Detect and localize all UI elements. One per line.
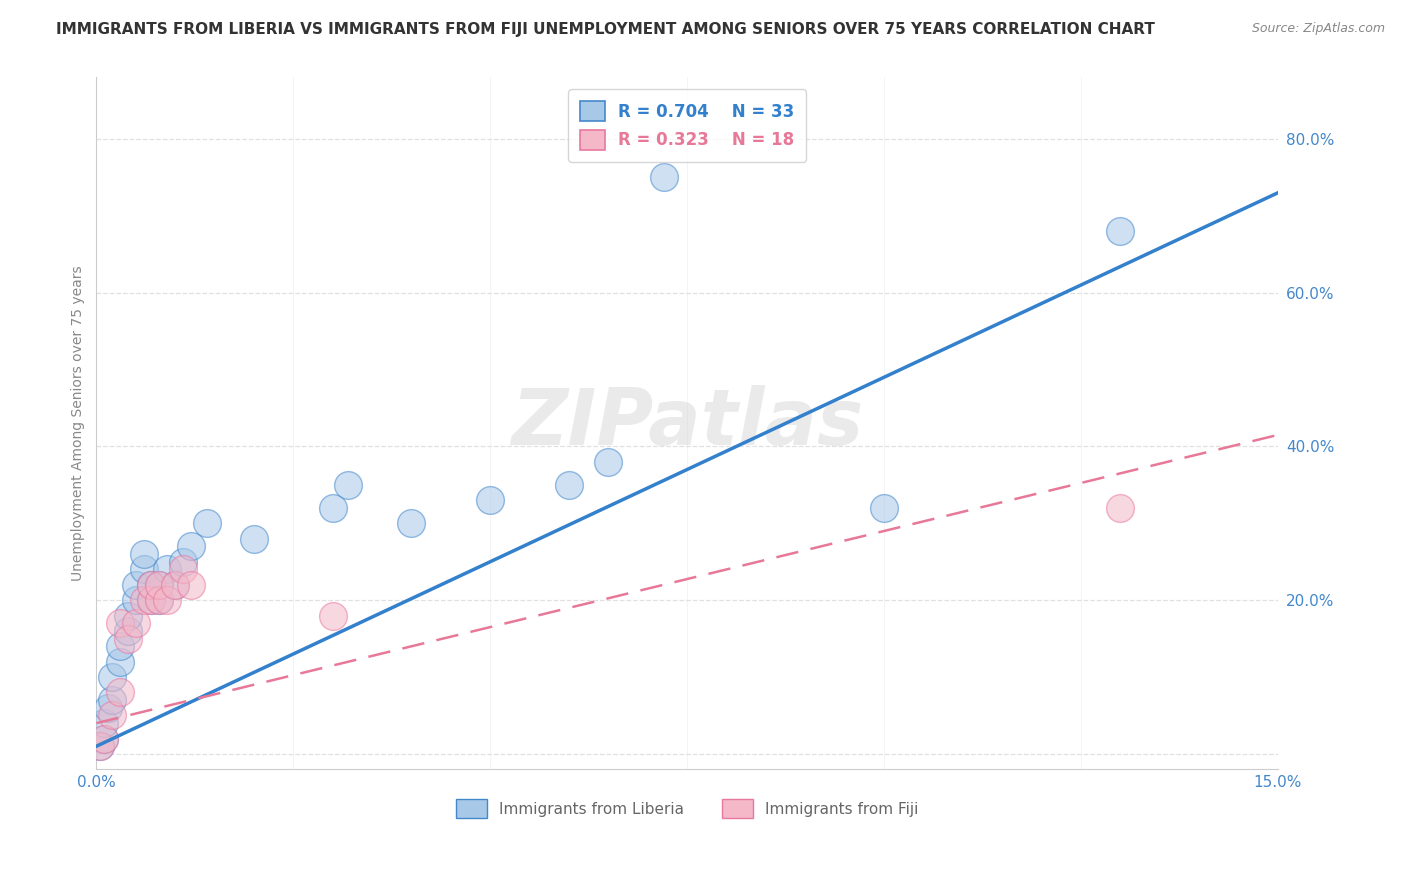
Point (108, 685, 131, 699)
Point (172, 562, 194, 576)
Point (1109, 500, 1132, 515)
Point (141, 593, 163, 607)
Point (141, 578, 163, 592)
Point (108, 655, 131, 669)
Point (108, 640, 131, 654)
Point (89, 739, 111, 754)
Point (117, 632, 139, 646)
Point (148, 578, 170, 592)
Point (148, 578, 170, 592)
Point (148, 593, 170, 607)
Point (165, 578, 187, 592)
Point (132, 593, 155, 607)
Point (165, 578, 187, 592)
Point (148, 593, 170, 607)
Point (172, 555, 194, 569)
Point (93, 716, 115, 731)
Point (117, 608, 139, 623)
Point (156, 593, 179, 607)
Point (101, 693, 124, 707)
Point (598, 455, 620, 469)
Point (322, 500, 344, 515)
Point (125, 593, 148, 607)
Point (97, 701, 120, 715)
Point (652, 170, 675, 185)
Point (322, 608, 344, 623)
Point (243, 532, 266, 546)
Point (141, 578, 163, 592)
Point (132, 562, 155, 576)
Point (101, 708, 124, 723)
Point (117, 624, 139, 638)
Point (141, 593, 163, 607)
Point (401, 516, 423, 531)
Text: ZIPatlas: ZIPatlas (510, 385, 863, 461)
Y-axis label: Unemployment Among Seniors over 75 years: Unemployment Among Seniors over 75 years (72, 266, 86, 582)
Point (180, 540, 202, 554)
Point (337, 478, 360, 492)
Point (479, 493, 502, 508)
Text: IMMIGRANTS FROM LIBERIA VS IMMIGRANTS FROM FIJI UNEMPLOYMENT AMONG SENIORS OVER : IMMIGRANTS FROM LIBERIA VS IMMIGRANTS FR… (56, 22, 1156, 37)
Point (195, 516, 218, 531)
Point (108, 616, 131, 631)
Legend: Immigrants from Liberia, Immigrants from Fiji: Immigrants from Liberia, Immigrants from… (450, 793, 924, 824)
Point (125, 578, 148, 592)
Point (101, 670, 124, 684)
Text: Source: ZipAtlas.com: Source: ZipAtlas.com (1251, 22, 1385, 36)
Point (1109, 224, 1132, 238)
Point (873, 500, 896, 515)
Point (93, 731, 115, 746)
Point (89, 739, 111, 754)
Point (558, 478, 581, 492)
Point (93, 731, 115, 746)
Point (156, 562, 179, 576)
Point (125, 616, 148, 631)
Point (180, 578, 202, 592)
Point (132, 547, 155, 561)
